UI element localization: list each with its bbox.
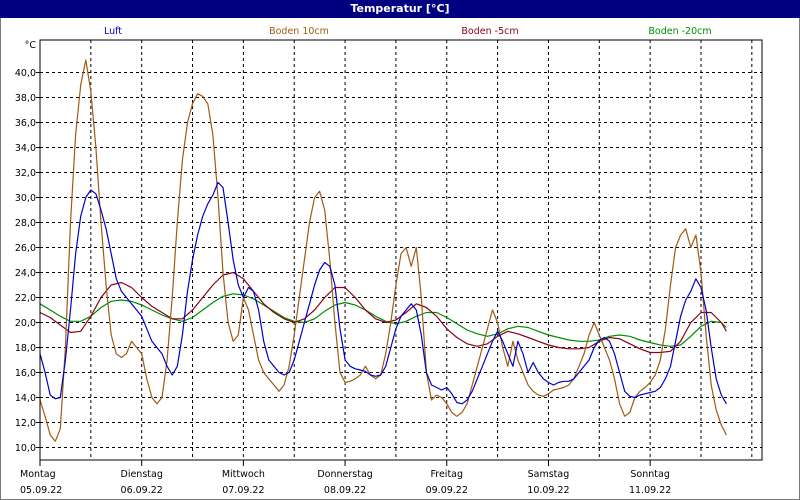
legend-entry: Boden -20cm bbox=[648, 26, 711, 37]
legend-entry: Luft bbox=[104, 26, 122, 37]
y-tick-label: 16,0 bbox=[15, 368, 36, 379]
series-line-boden-10cm bbox=[39, 59, 727, 442]
y-tick-label: 32,0 bbox=[15, 168, 36, 179]
series-line-luft bbox=[39, 181, 727, 405]
y-axis-unit-label: °C bbox=[25, 40, 37, 51]
series-line-boden-20cm bbox=[39, 293, 727, 347]
y-tick-label: 22,0 bbox=[15, 293, 36, 304]
legend-entry: Boden -5cm bbox=[461, 26, 518, 37]
x-tick-date-label: 09.09.22 bbox=[426, 485, 468, 496]
x-tick-day-label: Freitag bbox=[430, 469, 463, 480]
x-tick-date-label: 08.09.22 bbox=[324, 485, 366, 496]
legend: Luft Boden 10cm Boden -5cm Boden -20cm bbox=[104, 26, 712, 37]
y-tick-label: 26,0 bbox=[15, 243, 36, 254]
y-tick-label: 28,0 bbox=[15, 218, 36, 229]
grid bbox=[36, 40, 762, 466]
y-tick-label: 18,0 bbox=[15, 343, 36, 354]
y-tick-label: 34,0 bbox=[15, 143, 36, 154]
legend-entry: Boden 10cm bbox=[269, 26, 329, 37]
x-tick-day-label: Mittwoch bbox=[222, 469, 265, 480]
x-tick-day-label: Donnerstag bbox=[317, 469, 372, 480]
chart-title: Temperatur [°C] bbox=[0, 0, 800, 18]
x-tick-day-label: Samstag bbox=[528, 469, 570, 480]
x-tick-date-label: 07.09.22 bbox=[222, 485, 264, 496]
y-tick-label: 14,0 bbox=[15, 393, 36, 404]
y-tick-label: 20,0 bbox=[15, 318, 36, 329]
x-tick-date-label: 05.09.22 bbox=[20, 485, 62, 496]
y-tick-label: 38,0 bbox=[15, 93, 36, 104]
x-tick-date-label: 06.09.22 bbox=[121, 485, 163, 496]
x-tick-date-label: 10.09.22 bbox=[527, 485, 569, 496]
series-line-boden-5cm bbox=[39, 271, 727, 354]
x-tick-day-label: Dienstag bbox=[121, 469, 163, 480]
y-tick-label: 30,0 bbox=[15, 193, 36, 204]
x-tick-day-label: Montag bbox=[20, 469, 56, 480]
plot-area-border bbox=[39, 39, 763, 461]
y-tick-label: 36,0 bbox=[15, 118, 36, 129]
y-tick-label: 12,0 bbox=[15, 418, 36, 429]
y-tick-label: 24,0 bbox=[15, 268, 36, 279]
x-tick-date-label: 11.09.22 bbox=[629, 485, 671, 496]
x-tick-day-label: Sonntag bbox=[630, 469, 669, 480]
series-layer bbox=[39, 59, 727, 442]
axis-labels: 10,0 12,0 14,0 16,0 18,0 20,0 22,0 24,0 26,0 28,0… bbox=[15, 40, 671, 496]
y-tick-label: 40,0 bbox=[15, 68, 36, 79]
y-tick-label: 10,0 bbox=[15, 443, 36, 454]
